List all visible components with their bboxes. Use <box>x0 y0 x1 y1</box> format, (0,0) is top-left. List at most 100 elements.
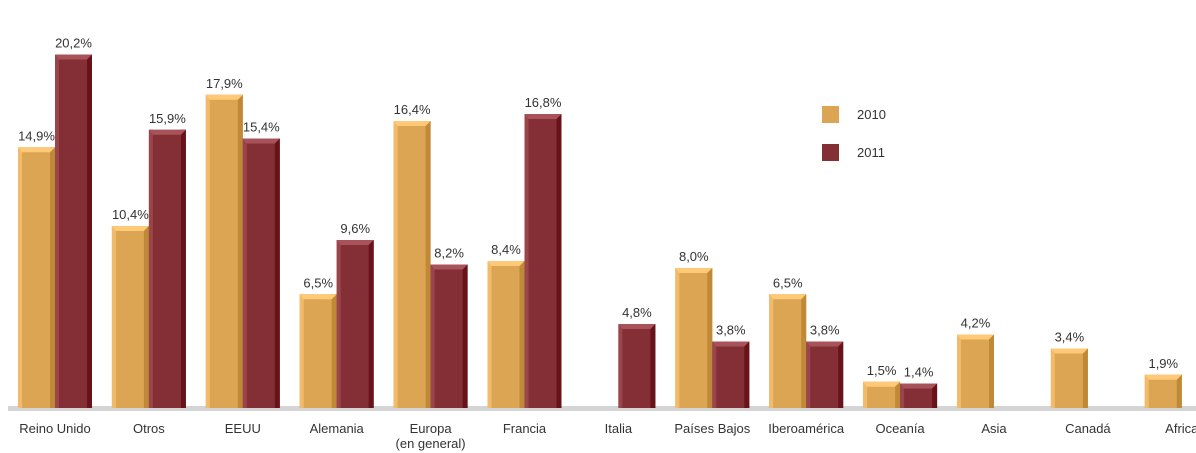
legend: 2010 2011 <box>822 106 886 161</box>
category-label-line: Europa <box>410 421 453 436</box>
bar-body <box>1144 374 1182 408</box>
bar-bevel-right <box>744 341 750 408</box>
bar-bevel-top <box>618 324 656 329</box>
value-label-2010-canada: 3,4% <box>1055 330 1085 345</box>
bar-bevel-left <box>712 341 717 408</box>
bar-bevel-left <box>393 121 398 408</box>
category-label-line: Oceanía <box>876 421 926 436</box>
bar-body <box>242 138 280 408</box>
bar-body <box>430 264 468 408</box>
bar-2011-oceania <box>900 383 938 408</box>
bar-2010-iberoamerica <box>769 294 807 408</box>
bar-2010-africa <box>1144 374 1182 408</box>
bar-bevel-left <box>148 129 153 408</box>
value-label-2010-eeuu: 17,9% <box>206 76 243 91</box>
legend-swatch-2011 <box>822 144 839 161</box>
bar-body <box>393 121 431 408</box>
bar-body <box>299 294 337 408</box>
bar-bevel-top <box>242 138 280 144</box>
category-label-otros: Otros <box>133 421 165 436</box>
bar-2010-reino-unido <box>18 147 55 408</box>
value-label-2011-otros: 15,9% <box>149 111 186 126</box>
category-label-line: Italia <box>605 421 633 436</box>
legend-label-2011: 2011 <box>857 145 885 160</box>
bar-bevel-right <box>462 264 468 408</box>
bar-bevel-right <box>556 114 562 408</box>
category-label-line: EEUU <box>225 421 261 436</box>
bar-2010-eeuu <box>205 94 243 408</box>
bar-bevel-left <box>524 114 529 408</box>
bar-bevel-left <box>205 94 210 408</box>
bar-bevel-right <box>368 240 374 408</box>
category-label-oceania: Oceanía <box>876 421 926 436</box>
value-label-2010-otros: 10,4% <box>112 207 149 222</box>
bar-bevel-left <box>863 381 868 408</box>
bar-bevel-left <box>18 147 22 408</box>
bar-bevel-left <box>111 226 116 408</box>
bar-bevel-top <box>336 240 374 245</box>
category-label-eeuu: EEUU <box>225 421 261 436</box>
bar-bevel-top <box>55 54 92 60</box>
bar-bevel-right <box>838 341 844 408</box>
bar-bevel-top <box>769 294 807 300</box>
bar-bevel-top <box>430 264 468 270</box>
bar-2011-alemania <box>336 240 374 408</box>
bar-body <box>957 334 994 408</box>
value-label-2011-reino-unido: 20,2% <box>55 36 92 51</box>
value-label-2010-europa-en-general: 16,4% <box>394 102 431 117</box>
value-label-2011-alemania: 9,6% <box>340 221 370 236</box>
bar-bevel-left <box>430 264 435 408</box>
bar-bevel-top <box>111 226 149 231</box>
bar-bevel-top <box>393 121 431 126</box>
legend-label-2010: 2010 <box>857 107 886 122</box>
bar-bevel-left <box>487 261 492 408</box>
bar-body <box>675 268 713 408</box>
bar-bevel-top <box>524 114 562 119</box>
chart-baseline <box>8 406 1196 411</box>
bar-bevel-right <box>425 121 431 408</box>
value-label-2011-paises-bajos: 3,8% <box>716 323 746 338</box>
value-label-2011-francia: 16,8% <box>525 95 562 110</box>
bar-bevel-top <box>863 381 901 387</box>
bar-body <box>111 226 149 408</box>
bar-body <box>487 261 525 408</box>
bar-bevel-right <box>1082 348 1088 408</box>
bar-bevel-right <box>895 381 901 408</box>
bar-bevel-right <box>989 334 994 408</box>
bar-2010-alemania <box>299 294 337 408</box>
bar-bevel-right <box>932 383 938 408</box>
category-label-line: Francia <box>503 421 547 436</box>
bar-bevel-top <box>957 334 994 340</box>
bar-bevel-left <box>618 324 623 408</box>
value-label-2010-africa: 1,9% <box>1148 356 1178 371</box>
bar-bevel-top <box>1050 348 1088 354</box>
bar-bevel-right <box>801 294 807 408</box>
bar-body <box>712 341 750 408</box>
bar-2011-europa-en-general <box>430 264 468 408</box>
value-label-2011-iberoamerica: 3,8% <box>810 323 840 338</box>
category-label-francia: Francia <box>503 421 547 436</box>
bar-body <box>618 324 656 408</box>
value-label-2010-oceania: 1,5% <box>867 363 897 378</box>
value-label-2011-italia: 4,8% <box>622 305 652 320</box>
category-labels-group: Reino Unido Otros EEUU Alemania Europa (en ge… <box>19 421 1196 451</box>
bar-bevel-right <box>331 294 337 408</box>
category-label-alemania: Alemania <box>310 421 365 436</box>
bar-bevel-top <box>205 94 243 100</box>
bar-bevel-left <box>900 383 905 408</box>
bar-bevel-left <box>299 294 304 408</box>
bar-bevel-top <box>148 129 186 135</box>
bar-bevel-right <box>1176 374 1182 408</box>
bar-2011-otros <box>148 129 186 408</box>
category-label-line: Otros <box>133 421 165 436</box>
bar-bevel-top <box>1144 374 1182 380</box>
bar-2011-reino-unido <box>55 54 92 408</box>
legend-swatch-2010 <box>822 106 839 123</box>
bar-2010-francia <box>487 261 525 408</box>
value-label-2010-asia: 4,2% <box>961 316 991 331</box>
bar-2011-paises-bajos <box>712 341 750 408</box>
bar-body <box>524 114 562 408</box>
bar-bevel-top <box>900 383 938 389</box>
bar-bevel-left <box>242 138 247 408</box>
